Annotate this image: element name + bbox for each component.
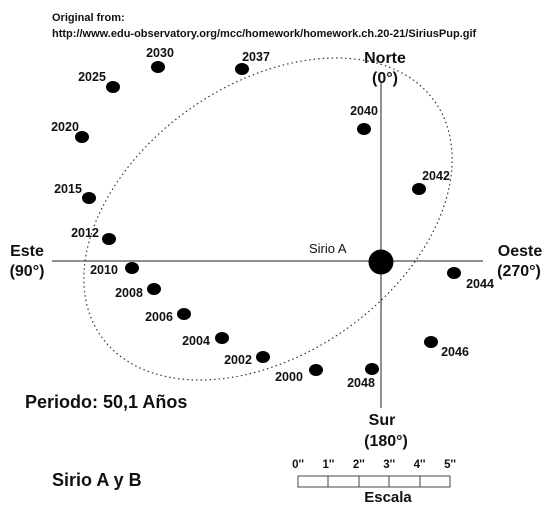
- scale-tick-label: 1'': [322, 459, 334, 471]
- east-name: Este: [10, 243, 44, 260]
- orbit-year-label-2044: 2044: [466, 277, 494, 291]
- orbit-year-label-2040: 2040: [350, 104, 378, 118]
- scale-tick-label: 4'': [414, 459, 426, 471]
- orbit-dot-2046: [424, 336, 438, 348]
- orbit-dot-2048: [365, 363, 379, 375]
- orbit-year-label-2008: 2008: [115, 286, 143, 300]
- orbit-dot-2042: [412, 183, 426, 195]
- orbit-dot-2030: [151, 61, 165, 73]
- sirius-a-label: Sirio A: [309, 241, 347, 256]
- orbit-year-label-2002: 2002: [224, 353, 252, 367]
- orbit-year-label-2046: 2046: [441, 345, 469, 359]
- period-label: Periodo: 50,1 Años: [25, 392, 187, 412]
- scale-tick-labels: 0'' 1'' 2'' 3'' 4'' 5'': [292, 459, 456, 471]
- orbit-year-label-2004: 2004: [182, 334, 210, 348]
- orbit-dot-2004: [215, 332, 229, 344]
- orbit-year-label-2048: 2048: [347, 376, 375, 390]
- orbit-dot-2010: [125, 262, 139, 274]
- orbit-year-label-2015: 2015: [54, 182, 82, 196]
- orbit-dot-2006: [177, 308, 191, 320]
- orbit-year-label-2025: 2025: [78, 70, 106, 84]
- orbit-year-label-2030: 2030: [146, 46, 174, 60]
- orbit-year-label-2006: 2006: [145, 310, 173, 324]
- orbit-dot-2015: [82, 192, 96, 204]
- south-name: Sur: [369, 412, 396, 429]
- scale-tick-label: 3'': [383, 459, 395, 471]
- orbit-year-label-2037: 2037: [242, 50, 270, 64]
- scale-tick-label: 5'': [444, 459, 456, 471]
- scale-bar-frame: [297, 475, 451, 488]
- orbit-dot-2025: [106, 81, 120, 93]
- source-label: Original from:: [52, 12, 125, 24]
- orbit-year-label-2042: 2042: [422, 169, 450, 183]
- orbit-dot-2040: [357, 123, 371, 135]
- scale-bar: 0'' 1'' 2'' 3'' 4'' 5'' Escala: [292, 459, 456, 506]
- west-name: Oeste: [498, 243, 543, 260]
- orbit-year-label-2010: 2010: [90, 263, 118, 277]
- scale-tick-label: 2'': [353, 459, 365, 471]
- orbit-dot-2037: [235, 63, 249, 75]
- orbit-dot-2000: [309, 364, 323, 376]
- scale-title: Escala: [364, 489, 412, 506]
- source-url: http://www.edu-observatory.org/mcc/homew…: [52, 28, 477, 40]
- orbit-path: [83, 57, 453, 381]
- east-angle: (90°): [10, 263, 45, 280]
- orbit-dot-2012: [102, 233, 116, 245]
- orbit-dot-2044: [447, 267, 461, 279]
- orbit-dot-2008: [147, 283, 161, 295]
- orbit-year-label-2000: 2000: [275, 370, 303, 384]
- orbit-year-label-2012: 2012: [71, 226, 99, 240]
- sirius-a-star: [368, 249, 394, 275]
- orbit-year-label-2020: 2020: [51, 120, 79, 134]
- north-angle: (0°): [372, 70, 398, 87]
- orbit-dot-2020: [75, 131, 89, 143]
- north-name: Norte: [364, 50, 406, 67]
- orbit-dot-2002: [256, 351, 270, 363]
- scale-tick-label: 0'': [292, 459, 304, 471]
- south-angle: (180°): [364, 433, 408, 450]
- system-title: Sirio A y B: [52, 470, 142, 490]
- west-angle: (270°): [497, 263, 541, 280]
